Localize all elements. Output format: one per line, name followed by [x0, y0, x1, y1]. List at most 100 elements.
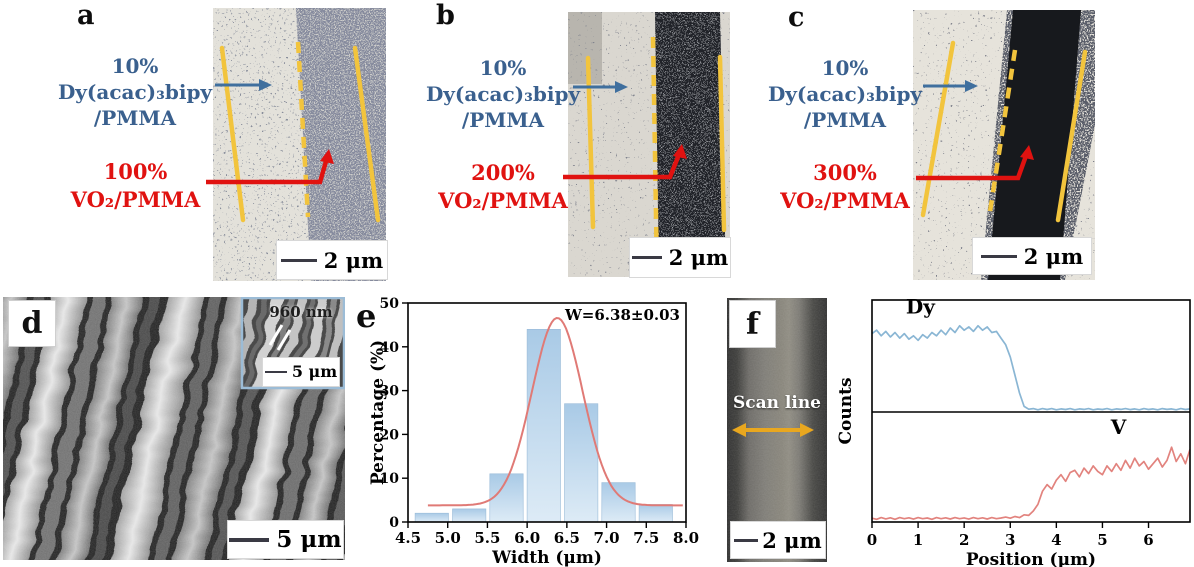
scale-bar-b: 2 μm — [630, 238, 730, 277]
sem-image-d — [3, 297, 345, 560]
panel-letter-c: c — [788, 2, 805, 33]
scale-bar-a-line — [280, 258, 317, 262]
annotation-blue-b-line3: /PMMA — [461, 108, 545, 132]
scale-bar-c-label: 2 μm — [1023, 243, 1084, 269]
annotation-blue-a-line3: /PMMA — [93, 106, 177, 130]
panel-letter-b: b — [436, 0, 455, 31]
scale-bar-d: 5 μm — [228, 521, 343, 558]
panel-letter-a: a — [77, 0, 95, 31]
hist-bar — [452, 508, 487, 523]
series-label-Dy: Dy — [906, 294, 936, 318]
fiber-edge-marker-right-c — [1055, 49, 1088, 223]
panel-letter-e: e — [356, 297, 377, 335]
fiber-edge-marker-right-b — [717, 54, 727, 233]
scale-bar-f-label: 2 μm — [762, 527, 822, 553]
inset-width-mark-1 — [268, 324, 284, 346]
linescan-series-V — [871, 446, 1191, 521]
x-tick-label: 0 — [867, 531, 877, 549]
micrograph-b — [568, 12, 730, 277]
y-axis-label: Counts — [836, 377, 856, 444]
scale-bar-b-line — [631, 256, 662, 259]
annotation-red-c-line2: VO₂/PMMA — [780, 188, 910, 213]
annotation-red-c-line1: 300% — [813, 160, 877, 185]
x-tick-label: 5.0 — [435, 529, 461, 547]
x-tick-label: 5 — [1097, 531, 1107, 549]
x-tick-label: 2 — [959, 531, 969, 549]
interface-dashed-marker-c — [986, 49, 1018, 219]
scale-bar-d-label: 5 μm — [276, 526, 342, 553]
interface-dashed-marker-a — [295, 41, 311, 218]
annotation-red-b-line2: VO₂/PMMA — [438, 188, 568, 213]
scale-bar-d-line — [229, 537, 270, 542]
y-tick-label: 30 — [380, 384, 400, 400]
micrograph-a — [213, 8, 386, 281]
annotation-blue-a-line2: Dy(acac)₃bipy — [57, 80, 213, 104]
scale-bar-a-label: 2 μm — [323, 247, 384, 273]
red-arrow-icon-b — [563, 144, 687, 180]
inset-width-mark-2 — [276, 329, 292, 351]
y-axis-label: Percentage (%) — [370, 340, 388, 485]
x-tick-label: 4.5 — [395, 529, 421, 547]
inset-measure-label: 960 nm — [269, 303, 333, 321]
x-tick-label: 7.0 — [594, 529, 620, 547]
annotation-red-c: 300% VO₂/PMMA — [760, 159, 930, 215]
x-tick-label: 6 — [1143, 531, 1153, 549]
micrograph-c — [913, 10, 1095, 280]
x-tick-label: 7.5 — [633, 529, 659, 547]
x-axis-label: Width (μm) — [491, 548, 602, 567]
scale-bar-f-line — [734, 538, 759, 542]
x-tick-label: 4 — [1051, 531, 1061, 549]
plot-border — [871, 299, 1191, 523]
x-tick-label: 6.5 — [554, 529, 580, 547]
annotation-red-a-line1: 100% — [103, 159, 168, 184]
hist-bar — [638, 504, 673, 523]
annotation-red-a: 100% VO₂/PMMA — [48, 158, 223, 214]
annotation-blue-b: 10% Dy(acac)₃bipy /PMMA — [413, 55, 593, 133]
fiber-edge-marker-right-a — [352, 45, 381, 223]
annotation-blue-a-line1: 10% — [111, 54, 159, 78]
width-histogram-chart: 0 10 20 30 40 50 4.5 5.0 5.5 6.0 6.5 7.0 7.5 8.0 Perce… — [370, 296, 699, 567]
scan-line-label: Scan line — [732, 393, 821, 413]
scale-bar-c-line — [980, 254, 1017, 258]
panel-letter-d: d — [9, 301, 55, 346]
hist-bar — [564, 403, 599, 523]
interface-dashed-marker-b — [650, 36, 660, 275]
scale-bar-f: 2 μm — [731, 522, 825, 558]
eds-linescan-chart: Dy V 0 1 2 3 4 5 6 Counts Position (μm) — [836, 294, 1191, 567]
inset-scale-bar: 5 μm — [263, 358, 339, 386]
x-tick-label: 5.5 — [474, 529, 500, 547]
x-tick-label: 3 — [1005, 531, 1015, 549]
fiber-edge-marker-left-c — [920, 40, 956, 218]
inset-border — [240, 297, 345, 390]
annotation-blue-b-line2: Dy(acac)₃bipy — [425, 82, 581, 106]
x-axis-label: Position (μm) — [966, 550, 1096, 567]
annotation-blue-c-line2: Dy(acac)₃bipy — [767, 82, 923, 106]
hist-bar — [414, 512, 449, 523]
inset-scale-bar-label: 5 μm — [291, 362, 338, 381]
scale-bar-a: 2 μm — [277, 241, 387, 279]
panel-letter-f: f — [730, 301, 775, 347]
scale-bar-b-label: 2 μm — [668, 245, 729, 270]
linescan-series-Dy — [871, 324, 1191, 411]
y-tick-label: 0 — [389, 515, 399, 531]
fiber-edge-marker-left-a — [219, 45, 246, 223]
y-tick-label: 40 — [380, 340, 400, 356]
blue-arrow-icon-c — [923, 80, 978, 92]
annotation-blue-b-line1: 10% — [479, 56, 527, 80]
inset-scale-bar-line — [264, 370, 287, 374]
annotation-red-a-line2: VO₂/PMMA — [70, 187, 201, 212]
x-tick-label: 8.0 — [673, 529, 699, 547]
scale-bar-c: 2 μm — [973, 238, 1091, 274]
hist-bar — [526, 328, 561, 523]
y-tick-label: 50 — [380, 296, 400, 312]
scan-line-arrow-icon — [732, 423, 814, 437]
red-arrow-icon-c — [916, 145, 1034, 181]
annotation-blue-c-line1: 10% — [821, 56, 869, 80]
blue-arrow-icon-a — [215, 79, 272, 91]
annotation-red-b: 200% VO₂/PMMA — [418, 159, 588, 215]
annotation-red-b-line1: 200% — [471, 160, 535, 185]
red-arrow-icon-a — [206, 149, 334, 185]
mean-width-annotation: W=6.38±0.03 — [564, 306, 680, 324]
y-tick-label: 20 — [380, 427, 400, 443]
